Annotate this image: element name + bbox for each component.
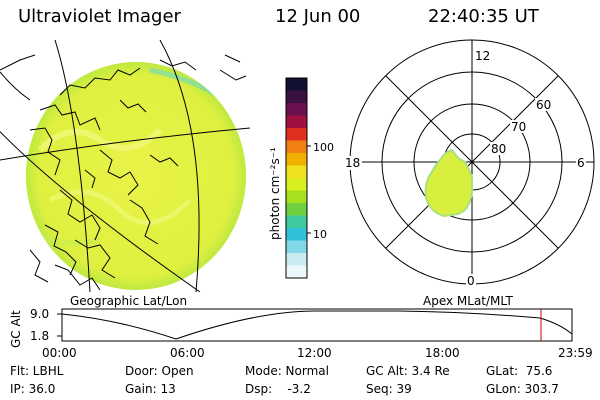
latlon-grid	[0, 40, 250, 292]
colorbar-segment	[286, 240, 307, 254]
colorbar-segment	[286, 190, 307, 204]
timeline-xtick-2359: 23:59	[558, 346, 593, 360]
colorbar-segment	[286, 228, 307, 241]
label-bg-0	[466, 274, 476, 288]
lat-label-70: 70	[511, 120, 526, 134]
label-bg-12	[474, 50, 490, 62]
colorbar-segment	[286, 78, 307, 91]
timeline-xtick-1800: 18:00	[425, 346, 460, 360]
timeline-xtick-1200: 12:00	[297, 346, 332, 360]
date-label: 12 Jun 00	[275, 6, 361, 27]
colorbar-segment	[286, 103, 307, 116]
mlt-label-0: 0	[467, 274, 475, 288]
apex-caption: Apex MLat/MLT	[423, 294, 513, 308]
colorbar-tick-label-100: 100	[313, 141, 334, 154]
colorbar-segment	[286, 178, 307, 191]
label-bg-6	[576, 156, 586, 170]
colorbar-segment	[286, 128, 307, 141]
polar-diagonal-2	[385, 75, 559, 249]
mlt-label-18: 18	[345, 156, 360, 170]
label-bg-70	[510, 120, 528, 133]
info-ip: IP: 36.0	[10, 382, 56, 396]
auroral-oval-blob	[424, 148, 473, 218]
geographic-caption: Geographic Lat/Lon	[70, 294, 188, 308]
mlt-label-6: 6	[577, 156, 585, 170]
timeline-ymin-label: 1.8	[30, 329, 49, 343]
label-bg-18	[344, 156, 362, 170]
app-title: Ultraviolet Imager	[18, 6, 181, 27]
info-filter: Flt: LBHL	[10, 364, 64, 378]
colorbar-segment	[286, 203, 307, 216]
label-bg-80	[490, 142, 508, 155]
timeline-xtick-0600: 06:00	[170, 346, 205, 360]
colorbar-segment	[286, 115, 307, 129]
label-bg-60	[535, 98, 553, 111]
info-glat: GLat: 75.6	[486, 364, 553, 378]
timeline-frame	[61, 308, 573, 342]
info-door: Door: Open	[125, 364, 194, 378]
lat-label-60: 60	[536, 98, 551, 112]
earth-disk	[26, 62, 246, 290]
polar-plot: 12 18 6 0 60 70 80	[344, 39, 595, 288]
info-dsp: Dsp: -3.2	[245, 382, 311, 396]
colorbar-segment	[286, 153, 307, 166]
colorbar-segment	[286, 265, 307, 279]
info-gain: Gain: 13	[125, 382, 176, 396]
time-label: 22:40:35 UT	[428, 6, 539, 27]
timeline-xtick-0000: 00:00	[42, 346, 77, 360]
info-mode: Mode: Normal	[245, 364, 329, 378]
colorbar-segment	[286, 253, 307, 266]
colorbar-segment	[286, 90, 307, 104]
colorbar-segment	[286, 165, 307, 179]
info-seq: Seq: 39	[366, 382, 412, 396]
colorbar	[286, 78, 307, 279]
timeline-panel: 9.0 1.8 GC Alt	[9, 307, 573, 348]
colorbar-segment	[286, 140, 307, 154]
timeline-ymax-label: 9.0	[30, 307, 49, 321]
info-glon: GLon: 303.7	[486, 382, 559, 396]
mlt-label-12: 12	[475, 49, 490, 63]
colorbar-segment	[286, 215, 307, 229]
colorbar-unit-label: photon cm⁻²s⁻¹	[268, 147, 282, 240]
timeline-ylabel: GC Alt	[9, 310, 23, 348]
coastline-lines	[0, 54, 247, 291]
colorbar-frame	[285, 77, 308, 279]
altitude-curve	[61, 310, 573, 340]
geographic-map	[0, 40, 250, 292]
lat-label-80: 80	[491, 142, 506, 156]
info-gc-alt: GC Alt: 3.4 Re	[366, 364, 450, 378]
colorbar-tick-label-10: 10	[313, 228, 327, 241]
